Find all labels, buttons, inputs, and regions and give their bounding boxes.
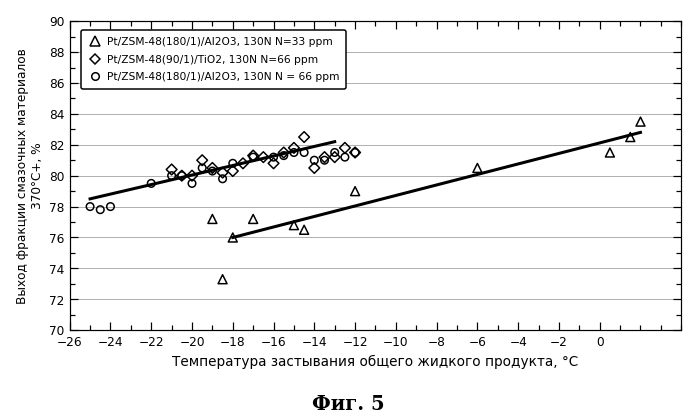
Point (298, 226, 309, 233)
Point (197, 157, 208, 164)
Point (217, 276, 228, 283)
Point (339, 154, 350, 161)
Point (278, 149, 289, 156)
Point (237, 160, 248, 167)
Point (206, 165, 217, 171)
Point (625, 134, 636, 140)
Point (288, 144, 299, 151)
Point (471, 165, 482, 171)
Point (206, 216, 217, 222)
Point (166, 173, 177, 179)
Point (329, 154, 340, 161)
Point (258, 154, 269, 161)
X-axis label: Температура застывания общего жидкого продукта, °C: Температура застывания общего жидкого пр… (172, 354, 578, 369)
Point (197, 165, 208, 171)
Point (319, 154, 330, 161)
Point (166, 166, 177, 173)
Point (247, 216, 259, 222)
Point (227, 234, 238, 241)
Point (268, 160, 279, 167)
Point (309, 165, 320, 171)
Point (288, 149, 299, 156)
Point (309, 157, 320, 164)
Point (604, 149, 615, 156)
Point (298, 149, 309, 156)
Point (329, 149, 340, 156)
Point (186, 173, 197, 179)
Point (288, 222, 299, 229)
Point (227, 168, 238, 174)
Point (634, 118, 645, 125)
Point (84, 203, 95, 210)
Point (217, 176, 228, 182)
Text: Фиг. 5: Фиг. 5 (312, 394, 385, 414)
Point (227, 160, 238, 167)
Point (186, 180, 197, 187)
Point (349, 188, 360, 195)
Point (176, 173, 187, 179)
Y-axis label: Выход фракции смазочных материалов
370°C+, %: Выход фракции смазочных материалов 370°C… (16, 48, 45, 303)
Point (319, 157, 330, 164)
Legend: Pt/ZSM-48(180/1)/Al2O3, 130N N=33 ppm, Pt/ZSM-48(90/1)/TiO2, 130N N=66 ppm, Pt/Z: Pt/ZSM-48(180/1)/Al2O3, 130N N=33 ppm, P… (81, 30, 346, 89)
Point (176, 173, 187, 179)
Point (247, 154, 259, 161)
Point (298, 134, 309, 140)
Point (268, 154, 279, 161)
Point (146, 180, 157, 187)
Point (349, 149, 360, 156)
Point (278, 152, 289, 159)
Point (105, 203, 116, 210)
Point (95, 207, 106, 213)
Point (217, 169, 228, 176)
Point (339, 144, 350, 151)
Point (247, 152, 259, 159)
Point (206, 168, 217, 174)
Point (349, 149, 360, 156)
